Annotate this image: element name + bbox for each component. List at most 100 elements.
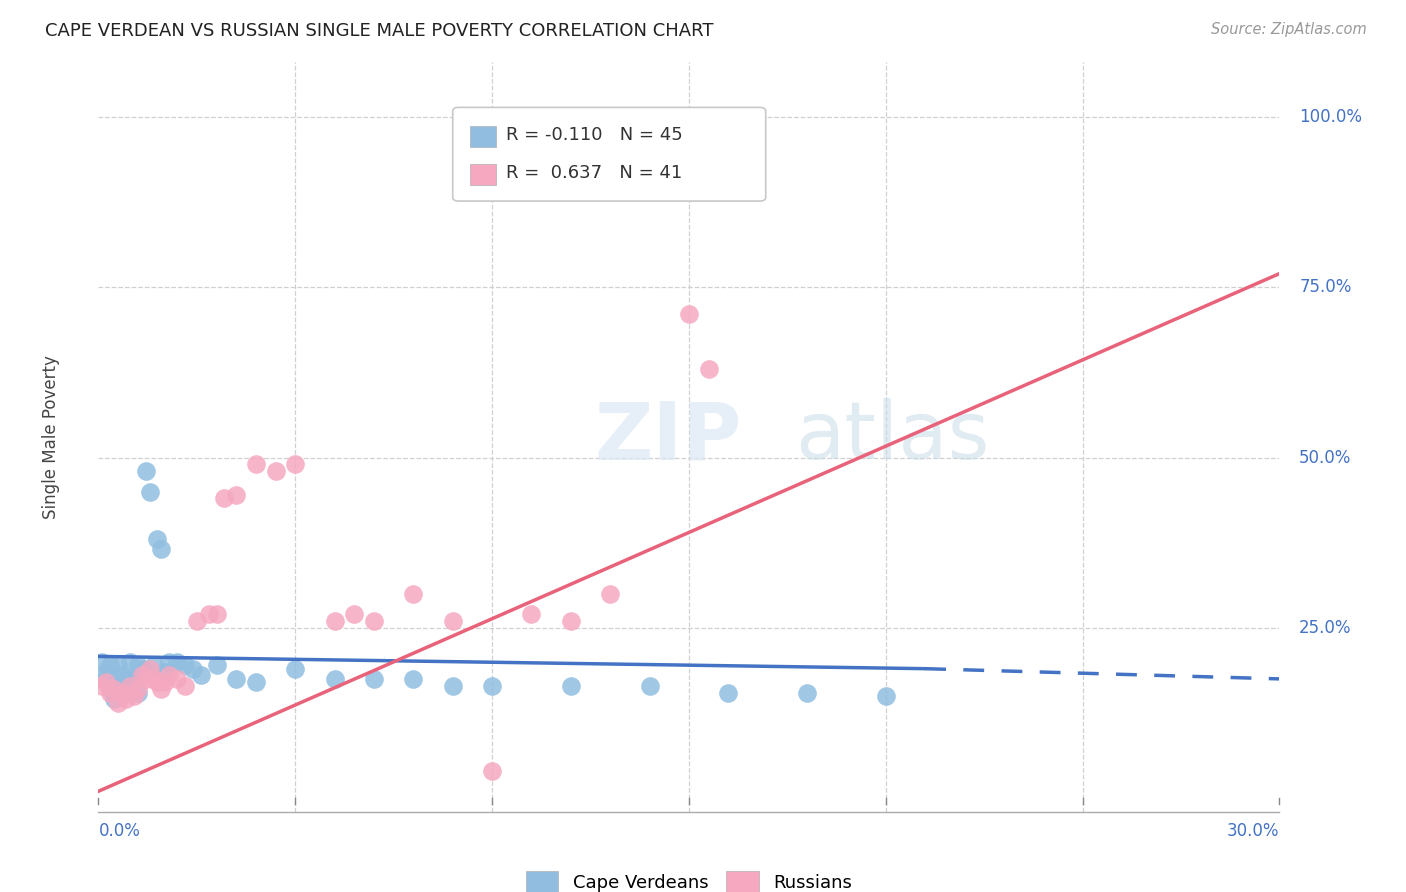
Point (103, 692, 125, 706)
Point (127, 658, 149, 673)
Point (205, 658, 228, 673)
Point (157, 668, 180, 682)
Text: 100.0%: 100.0% (1299, 108, 1362, 126)
Point (875, 689, 897, 703)
Point (111, 685, 134, 699)
Point (155, 675, 177, 690)
Point (142, 672, 165, 686)
Point (697, 362, 720, 376)
Point (363, 614, 385, 628)
Text: Single Male Poverty: Single Male Poverty (42, 355, 60, 519)
Point (245, 675, 267, 690)
Point (402, 672, 425, 686)
FancyBboxPatch shape (471, 127, 496, 147)
Point (146, 533, 169, 547)
Point (363, 672, 385, 686)
Point (678, 308, 700, 322)
Point (91, 655, 114, 669)
Point (323, 614, 346, 628)
Point (638, 679, 661, 693)
Text: R =  0.637   N = 41: R = 0.637 N = 41 (506, 164, 682, 182)
Point (245, 458, 267, 472)
Point (115, 672, 138, 686)
Point (103, 685, 125, 699)
Point (135, 672, 157, 686)
Point (166, 672, 188, 686)
Point (91, 679, 114, 693)
Point (155, 665, 177, 679)
Text: CAPE VERDEAN VS RUSSIAN SINGLE MALE POVERTY CORRELATION CHART: CAPE VERDEAN VS RUSSIAN SINGLE MALE POVE… (45, 22, 713, 40)
Point (96, 672, 118, 686)
Point (98, 682, 121, 697)
Legend: Cape Verdeans, Russians: Cape Verdeans, Russians (516, 862, 862, 892)
Point (174, 679, 197, 693)
Point (150, 682, 173, 697)
Point (157, 655, 180, 669)
Text: atlas: atlas (796, 398, 990, 476)
Point (481, 679, 503, 693)
Point (118, 655, 141, 669)
Point (214, 491, 236, 506)
Point (96, 665, 118, 679)
Point (186, 614, 208, 628)
Point (402, 587, 425, 601)
Point (98, 685, 121, 699)
Point (131, 668, 153, 682)
Text: ZIP: ZIP (595, 398, 742, 476)
Point (264, 464, 287, 478)
Point (115, 685, 138, 699)
Point (107, 658, 129, 673)
Point (98, 658, 121, 673)
Text: Source: ZipAtlas.com: Source: ZipAtlas.com (1211, 22, 1367, 37)
Point (225, 672, 247, 686)
Point (131, 662, 153, 676)
Text: R = -0.110   N = 45: R = -0.110 N = 45 (506, 127, 683, 145)
Text: 75.0%: 75.0% (1299, 278, 1351, 296)
Point (560, 614, 582, 628)
Point (118, 679, 141, 693)
Point (599, 587, 621, 601)
Point (197, 607, 219, 622)
Point (135, 464, 157, 478)
FancyBboxPatch shape (453, 107, 766, 201)
Point (127, 685, 149, 699)
Point (323, 672, 346, 686)
Point (284, 458, 307, 472)
Point (174, 658, 197, 673)
Point (122, 675, 145, 690)
Point (138, 662, 160, 676)
Point (138, 484, 160, 499)
Point (481, 110, 503, 124)
Point (115, 692, 138, 706)
Point (181, 662, 204, 676)
Point (118, 679, 141, 693)
FancyBboxPatch shape (471, 164, 496, 186)
Point (284, 662, 307, 676)
Point (111, 668, 134, 682)
Point (205, 607, 228, 622)
Point (146, 675, 169, 690)
Point (796, 685, 818, 699)
Text: 25.0%: 25.0% (1299, 619, 1351, 637)
Text: 30.0%: 30.0% (1227, 822, 1279, 840)
Point (560, 679, 582, 693)
Point (343, 607, 366, 622)
Point (150, 542, 173, 557)
Point (441, 679, 464, 693)
Point (103, 682, 125, 697)
Point (481, 764, 503, 778)
Text: 50.0%: 50.0% (1299, 449, 1351, 467)
Point (166, 655, 188, 669)
Point (520, 607, 543, 622)
Point (190, 668, 212, 682)
Point (122, 672, 145, 686)
Point (441, 614, 464, 628)
Point (127, 682, 149, 697)
Point (225, 488, 247, 502)
Text: 0.0%: 0.0% (98, 822, 141, 840)
Point (107, 675, 129, 690)
Point (122, 689, 145, 703)
Point (111, 679, 134, 693)
Point (96, 675, 118, 690)
Point (107, 696, 129, 710)
